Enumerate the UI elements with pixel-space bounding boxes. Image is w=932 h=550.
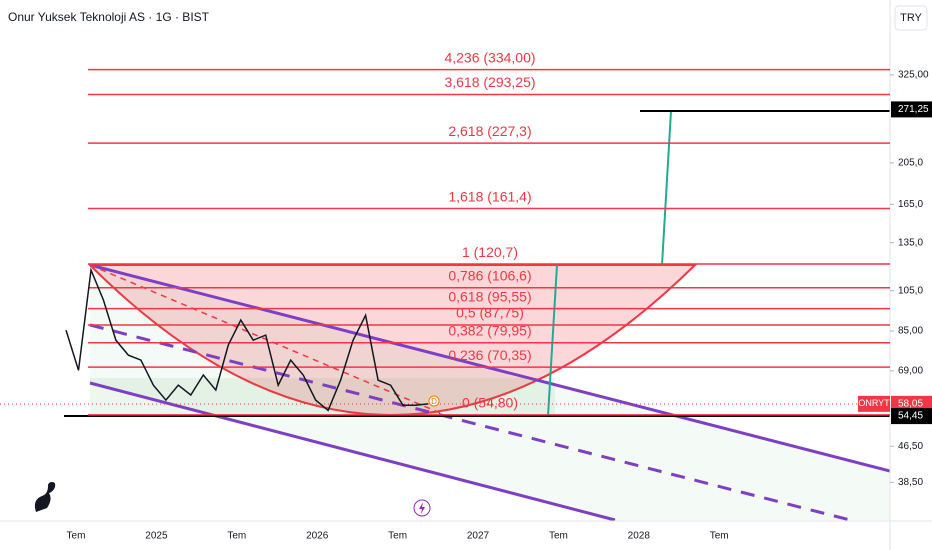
x-tick-label: Tem — [710, 531, 729, 542]
channel-lower — [89, 381, 616, 522]
currency-button[interactable] — [894, 5, 928, 31]
y-tick-label: 135,0 — [898, 237, 923, 248]
y-tick-label: 105,0 — [898, 285, 923, 296]
dividend-letter: D — [431, 397, 437, 406]
y-tick-label: 165,0 — [898, 199, 923, 210]
projection — [547, 264, 558, 417]
x-tick-label: 2025 — [145, 531, 168, 542]
fib-label: 0,786 (106,6) — [448, 267, 531, 283]
channel-upper — [89, 263, 891, 473]
y-tick-label: 85,00 — [898, 326, 923, 337]
fib-label: 0,618 (95,55) — [448, 288, 531, 304]
y-tick-label: 69,00 — [898, 365, 923, 376]
data-layer — [65, 68, 890, 416]
fib-label: 0,5 (87,75) — [456, 305, 524, 321]
fib-label: 0,382 (79,95) — [448, 322, 531, 338]
currency-label[interactable]: TRY — [900, 12, 922, 24]
fib-label: 2,618 (227,3) — [448, 123, 531, 139]
channel-middle — [89, 323, 851, 522]
fib-label: 1 (120,7) — [462, 244, 518, 260]
fib-label: 0,236 (70,35) — [448, 347, 531, 363]
price-tag — [891, 395, 932, 412]
projection — [661, 110, 672, 266]
zone — [90, 378, 555, 416]
y-tick-label: 205,0 — [898, 158, 923, 169]
price-line — [65, 267, 429, 412]
price-tag — [891, 408, 932, 425]
price-tag-label: 54,45 — [898, 411, 923, 422]
symbol-tag-label: ONRYT — [858, 398, 890, 408]
x-tick-label: 2026 — [306, 531, 329, 542]
chart-title: Onur Yuksek Teknoloji AS · 1G · BIST — [8, 10, 210, 24]
price-tag-label: 271,25 — [898, 104, 929, 115]
symbol-tag — [858, 395, 890, 412]
logo[interactable] — [34, 482, 56, 512]
x-tick-label: Tem — [227, 531, 246, 542]
x-tick-label: Tem — [67, 531, 86, 542]
x-tick-label: 2027 — [467, 531, 490, 542]
x-tick-label: 2028 — [628, 531, 651, 542]
channel-fill — [90, 265, 890, 520]
x-tick-label: Tem — [388, 531, 407, 542]
x-tick-label: Tem — [549, 531, 568, 542]
fib-label: 0 (54,80) — [462, 395, 518, 411]
dividend-marker[interactable] — [428, 395, 440, 407]
price-tag-label: 58,05 — [898, 398, 923, 409]
fib-label: 4,236 (334,00) — [444, 49, 535, 65]
fib-label: 3,618 (293,25) — [444, 74, 535, 90]
y-tick-label: 38,50 — [898, 477, 923, 488]
fib-label: 1,618 (161,4) — [448, 188, 531, 204]
y-tick-label: 46,50 — [898, 441, 923, 452]
price-tag — [891, 101, 932, 118]
event-icon-bolt — [419, 502, 425, 514]
y-tick-label: 325,00 — [898, 70, 929, 81]
